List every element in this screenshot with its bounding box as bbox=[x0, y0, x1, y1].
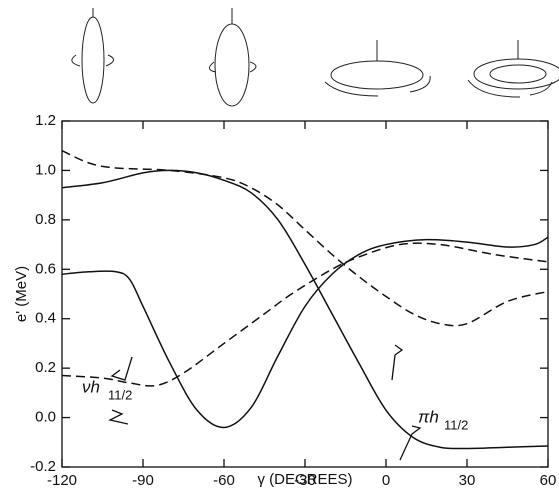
line-series bbox=[61, 169, 549, 450]
icon-rotation bbox=[209, 61, 257, 73]
x-tick-label: -90 bbox=[132, 472, 154, 489]
y-tick-label: -0.2 bbox=[30, 458, 56, 475]
y-tick-label: 1.0 bbox=[35, 161, 56, 178]
prolate-icon bbox=[81, 16, 105, 104]
x-tick-label: 0 bbox=[382, 472, 390, 489]
line-series bbox=[61, 242, 549, 387]
annotation: νh 11/2 bbox=[82, 377, 132, 402]
x-tick-label: 30 bbox=[459, 472, 476, 489]
y-tick-label: 0.4 bbox=[35, 310, 56, 327]
annotation-arrow bbox=[108, 409, 129, 425]
annotation-arrow bbox=[391, 344, 404, 381]
shape-icons bbox=[71, 8, 559, 107]
annotation-arrow bbox=[399, 425, 422, 461]
y-tick-label: 0.8 bbox=[35, 211, 56, 228]
y-tick-label: 0.2 bbox=[35, 359, 56, 376]
line-series bbox=[61, 149, 549, 327]
oblate-ring bbox=[489, 64, 547, 84]
oblate-icon bbox=[330, 60, 424, 90]
x-axis-label: γ (DEGREES) bbox=[257, 471, 352, 488]
annotation: πh 11/2 bbox=[418, 407, 468, 432]
annotation-arrow bbox=[110, 356, 133, 381]
x-tick-label: -60 bbox=[213, 472, 235, 489]
line-series bbox=[61, 236, 549, 429]
x-tick-label: 60 bbox=[540, 472, 557, 489]
annotation-text: πh bbox=[418, 407, 439, 426]
triaxial-icon bbox=[214, 23, 250, 107]
icon-rotation bbox=[467, 79, 553, 98]
icon-rotation bbox=[71, 54, 114, 67]
x-tick-label: -30 bbox=[294, 472, 316, 489]
y-tick-label: 0.6 bbox=[35, 260, 56, 277]
y-tick-label: 1.2 bbox=[35, 112, 56, 129]
plot-frame bbox=[61, 120, 549, 468]
y-tick-label: 0.0 bbox=[35, 409, 56, 426]
y-axis-label: e' (MeV) bbox=[13, 266, 30, 322]
annotation-sub: 11/2 bbox=[108, 387, 132, 402]
annotation-text: νh bbox=[82, 377, 100, 396]
annotation-sub: 11/2 bbox=[444, 417, 468, 432]
x-tick-label: -120 bbox=[47, 472, 77, 489]
icon-rotation bbox=[324, 75, 431, 97]
